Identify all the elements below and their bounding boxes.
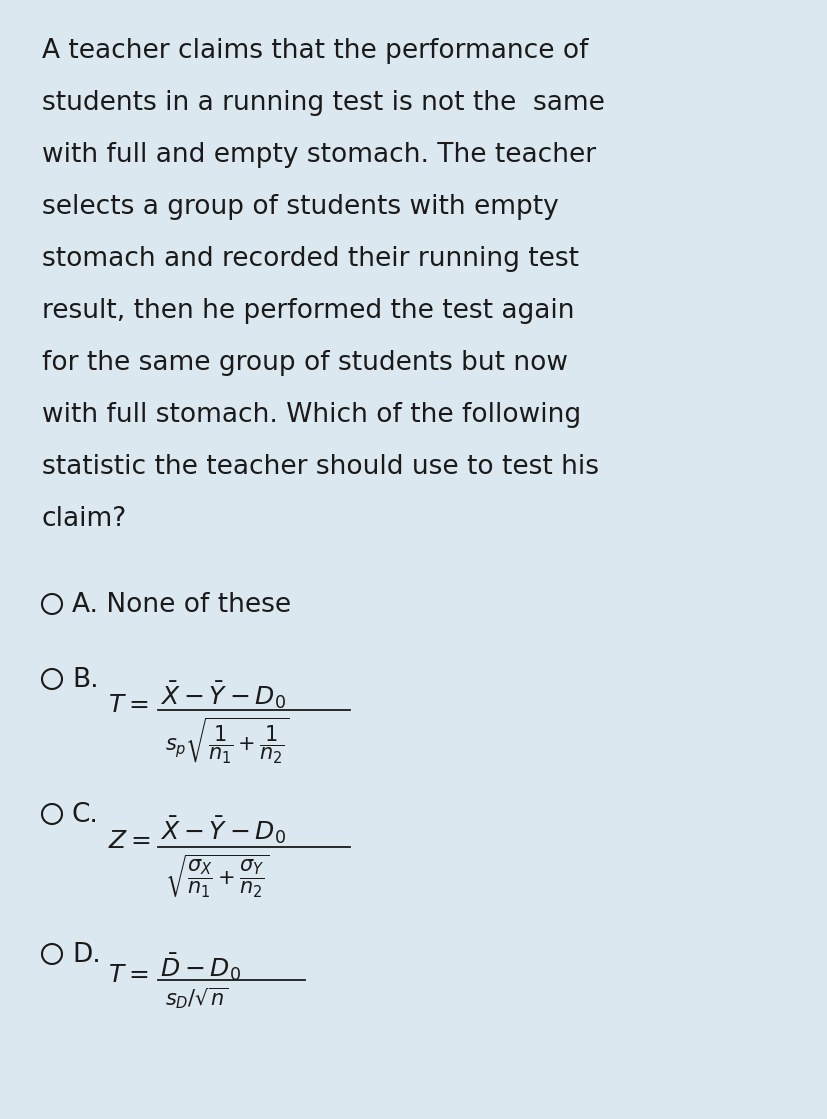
Text: statistic the teacher should use to test his: statistic the teacher should use to test… — [42, 454, 598, 480]
Text: $s_p\sqrt{\dfrac{1}{n_1}+\dfrac{1}{n_2}}$: $s_p\sqrt{\dfrac{1}{n_1}+\dfrac{1}{n_2}}… — [165, 715, 289, 765]
Text: $T=$: $T=$ — [108, 963, 148, 987]
Text: A teacher claims that the performance of: A teacher claims that the performance of — [42, 38, 588, 64]
Text: with full stomach. Which of the following: with full stomach. Which of the followin… — [42, 402, 581, 427]
Text: $T=$: $T=$ — [108, 694, 148, 716]
Text: $\bar{X}-\bar{Y}-D_0$: $\bar{X}-\bar{Y}-D_0$ — [160, 815, 285, 846]
Text: result, then he performed the test again: result, then he performed the test again — [42, 298, 574, 325]
Text: stomach and recorded their running test: stomach and recorded their running test — [42, 246, 578, 272]
Text: claim?: claim? — [42, 506, 127, 532]
Text: selects a group of students with empty: selects a group of students with empty — [42, 194, 558, 220]
Text: B.: B. — [72, 667, 98, 693]
Text: $\sqrt{\dfrac{\sigma_X}{n_1}+\dfrac{\sigma_Y}{n_2}}$: $\sqrt{\dfrac{\sigma_X}{n_1}+\dfrac{\sig… — [165, 852, 270, 899]
Text: for the same group of students but now: for the same group of students but now — [42, 350, 567, 376]
Text: $s_D/\sqrt{n}$: $s_D/\sqrt{n}$ — [165, 985, 228, 1010]
Text: A. None of these: A. None of these — [72, 592, 291, 618]
Text: $\bar{D}-D_0$: $\bar{D}-D_0$ — [160, 952, 241, 984]
Text: $Z=$: $Z=$ — [108, 830, 151, 854]
Text: students in a running test is not the  same: students in a running test is not the sa… — [42, 90, 605, 116]
Text: C.: C. — [72, 802, 98, 828]
Text: D.: D. — [72, 942, 101, 968]
Text: $\bar{X}-\bar{Y}-D_0$: $\bar{X}-\bar{Y}-D_0$ — [160, 680, 285, 712]
Text: with full and empty stomach. The teacher: with full and empty stomach. The teacher — [42, 142, 595, 168]
